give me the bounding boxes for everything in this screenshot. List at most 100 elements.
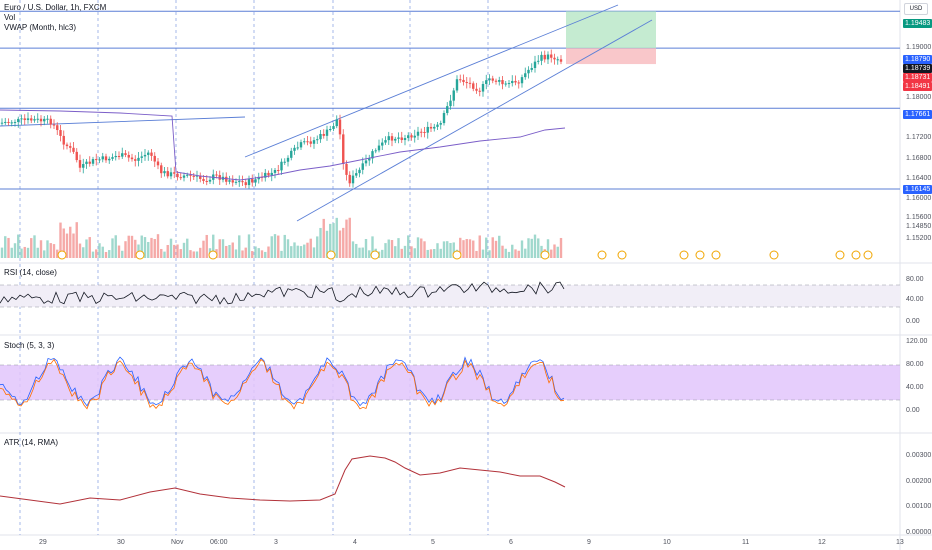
candle-body bbox=[488, 78, 491, 81]
volume-bar bbox=[407, 235, 410, 258]
volume-bar bbox=[234, 249, 238, 258]
candle-body bbox=[312, 140, 316, 144]
candle-body bbox=[283, 161, 286, 163]
volume-bar bbox=[121, 250, 124, 258]
candle-body bbox=[296, 147, 299, 149]
candle-body bbox=[140, 156, 143, 158]
candle-body bbox=[290, 150, 293, 158]
candle-body bbox=[247, 178, 251, 186]
volume-bar bbox=[361, 247, 364, 258]
candle-body bbox=[176, 173, 179, 178]
currency-button[interactable]: USD bbox=[904, 3, 928, 15]
candle-body bbox=[348, 174, 351, 184]
volume-bar bbox=[286, 239, 290, 258]
volume-bar bbox=[517, 250, 520, 258]
volume-bar bbox=[218, 239, 221, 258]
volume-bar bbox=[260, 250, 264, 258]
candle-body bbox=[20, 118, 23, 120]
volume-bar bbox=[78, 243, 82, 258]
volume-bar bbox=[244, 247, 247, 258]
candle-body bbox=[530, 68, 533, 70]
rsi-axis-label: 80.00 bbox=[906, 276, 924, 283]
volume-bar bbox=[46, 240, 49, 258]
volume-bar bbox=[4, 236, 7, 258]
volume-bar bbox=[160, 248, 163, 258]
candle-body bbox=[62, 135, 65, 145]
candle-body bbox=[514, 80, 517, 83]
volume-bar bbox=[446, 241, 449, 258]
volume-bar bbox=[416, 237, 420, 258]
volume-bar bbox=[238, 235, 241, 258]
volume-bar bbox=[358, 247, 361, 258]
candle-body bbox=[439, 123, 442, 125]
volume-bar bbox=[273, 234, 277, 258]
candle-body bbox=[202, 178, 205, 181]
candle-body bbox=[33, 119, 36, 121]
volume-bar bbox=[507, 251, 511, 258]
volume-bar bbox=[140, 235, 143, 258]
volume-bar bbox=[56, 249, 59, 258]
candle-body bbox=[338, 119, 342, 135]
atr-pane-label[interactable]: ATR (14, RMA) bbox=[4, 438, 59, 447]
last-price-tag: 1.18739 bbox=[903, 64, 932, 73]
volume-bar bbox=[520, 240, 524, 258]
position-loss-zone bbox=[566, 48, 656, 65]
economic-event-marker bbox=[695, 250, 705, 260]
atr-axis-label: 0.00000 bbox=[906, 529, 932, 536]
volume-bar bbox=[472, 240, 475, 258]
rsi-pane-label[interactable]: RSI (14, close) bbox=[4, 268, 57, 277]
volume-bar bbox=[72, 233, 75, 258]
candle-body bbox=[397, 137, 400, 139]
economic-event-marker bbox=[835, 250, 845, 260]
candle-body bbox=[410, 135, 413, 138]
volume-bar bbox=[0, 247, 4, 258]
candle-body bbox=[26, 118, 30, 121]
vwap-indicator-label[interactable]: VWAP (Month, hlc3) bbox=[4, 23, 77, 32]
candle-body bbox=[270, 172, 273, 176]
volume-bar bbox=[468, 239, 472, 258]
candle-body bbox=[17, 118, 20, 123]
volume-bar bbox=[442, 241, 446, 258]
candle-body bbox=[124, 153, 127, 155]
candle-body bbox=[7, 121, 10, 123]
volume-bar bbox=[176, 244, 179, 258]
volume-bar bbox=[221, 239, 225, 258]
stoch-axis-label: 40.00 bbox=[906, 384, 924, 391]
candle-body bbox=[205, 180, 208, 182]
candle-body bbox=[361, 163, 364, 170]
candle-body bbox=[556, 59, 559, 61]
volume-bar bbox=[20, 248, 23, 258]
candle-body bbox=[59, 130, 62, 136]
candle-body bbox=[104, 156, 108, 161]
volume-bar bbox=[368, 250, 371, 258]
volume-bar bbox=[390, 240, 394, 258]
level-price-tag: 1.18790 bbox=[903, 55, 932, 64]
volume-bar bbox=[413, 248, 416, 258]
candle-body bbox=[95, 159, 98, 161]
candle-body bbox=[153, 155, 156, 162]
candle-body bbox=[316, 139, 319, 141]
vol-indicator-label[interactable]: Vol bbox=[4, 13, 16, 22]
volume-bar bbox=[59, 222, 62, 258]
stoch-pane-label[interactable]: Stoch (5, 3, 3) bbox=[4, 341, 55, 350]
candle-body bbox=[371, 151, 374, 159]
volume-bar bbox=[397, 238, 400, 258]
candle-body bbox=[358, 169, 361, 174]
volume-bar bbox=[429, 249, 433, 258]
volume-bar bbox=[33, 235, 36, 258]
volume-bar bbox=[342, 227, 345, 258]
candle-body bbox=[475, 88, 478, 91]
volume-bar bbox=[98, 243, 101, 258]
volume-bar bbox=[439, 248, 442, 258]
symbol-title[interactable]: Euro / U.S. Dollar, 1h, FXCM bbox=[4, 3, 107, 12]
candle-body bbox=[46, 118, 49, 120]
volume-bar bbox=[303, 244, 306, 258]
atr-axis-label: 0.00100 bbox=[906, 503, 932, 510]
volume-bar bbox=[62, 228, 65, 258]
trend-line bbox=[0, 116, 246, 127]
volume-bar bbox=[319, 227, 322, 258]
price-axis-area bbox=[900, 0, 932, 550]
candle-body bbox=[98, 159, 101, 161]
volume-bar bbox=[452, 242, 455, 258]
